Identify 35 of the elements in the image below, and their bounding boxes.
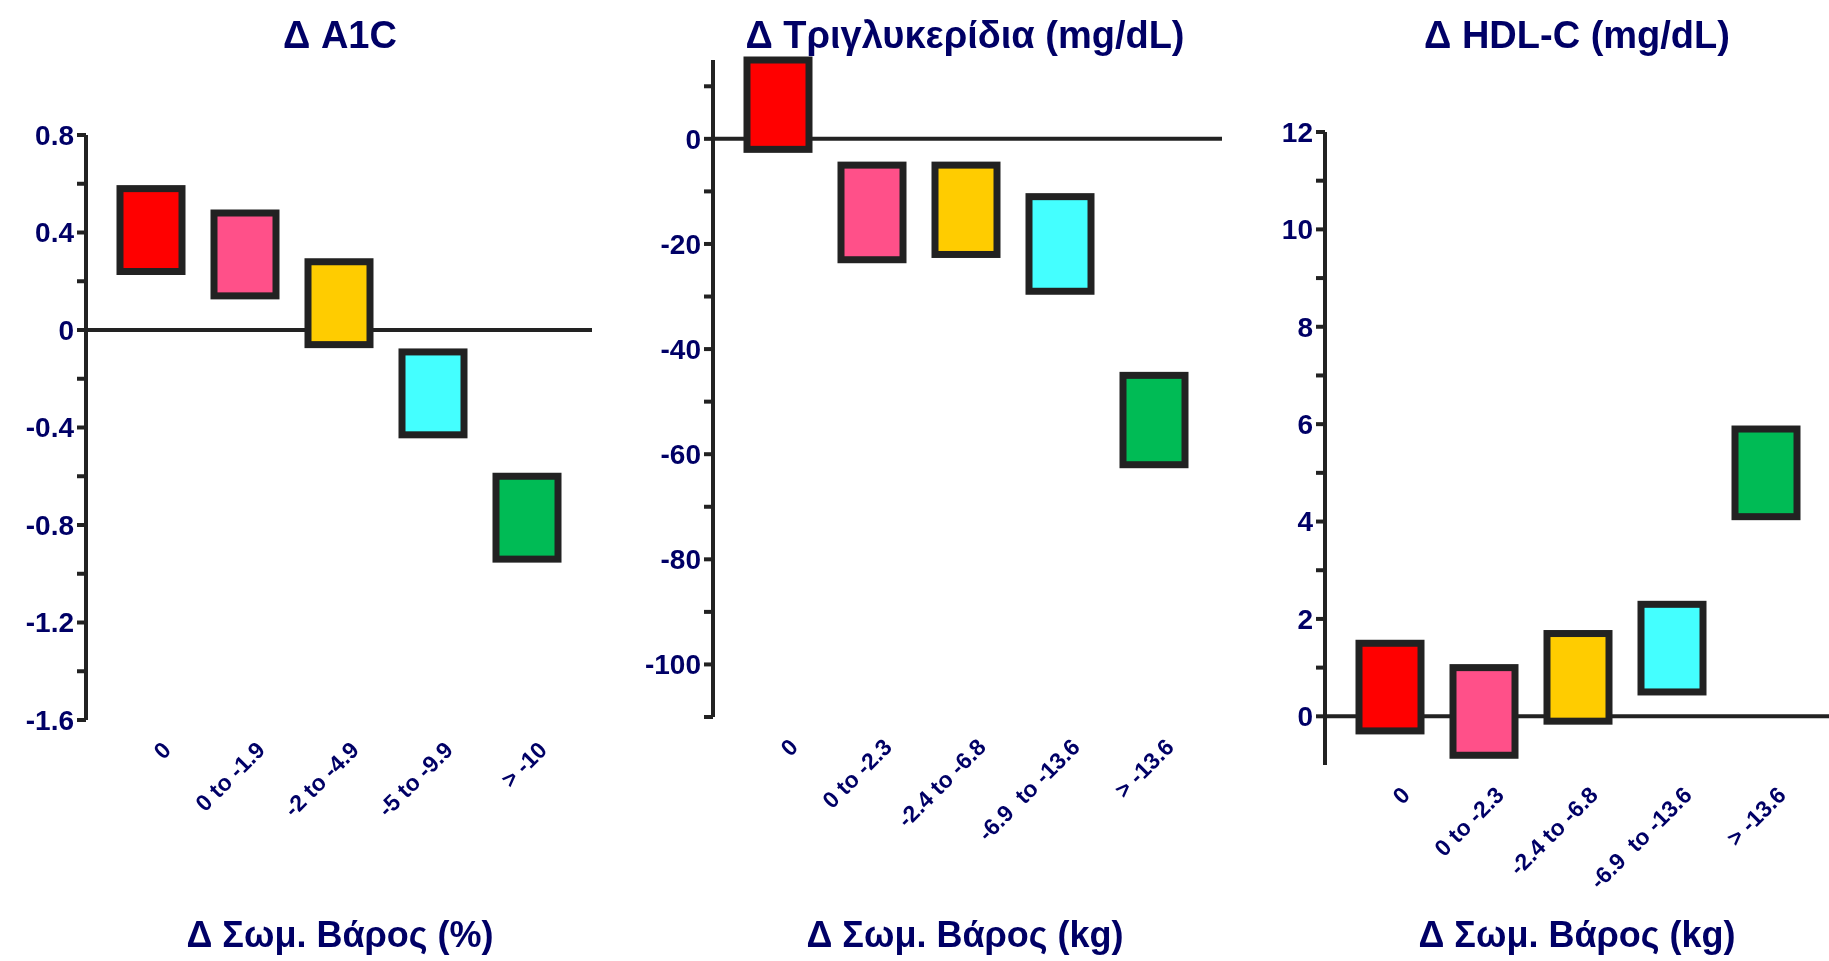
y-tick-label: 0 — [58, 314, 74, 346]
y-tick-label: 6 — [1297, 408, 1313, 440]
x-axis-title: Δ Σωμ. Βάρος (kg) — [1418, 914, 1736, 955]
x-tick-label: -5 to -9.9 — [372, 736, 458, 822]
x-axis-title: Δ Σωμ. Βάρος (kg) — [806, 914, 1124, 955]
x-axis-title: Δ Σωμ. Βάρος (%) — [186, 914, 494, 955]
chart-title: Δ A1C — [283, 14, 397, 56]
y-tick-label: -20 — [660, 228, 701, 260]
x-tick-label: 0 — [148, 736, 176, 764]
x-tick-label: 0 to -2.3 — [817, 733, 897, 814]
y-tick-label: -100 — [644, 649, 701, 681]
chart-title: Δ Τριγλυκερίδια (mg/dL) — [745, 14, 1185, 56]
y-tick-label: -1.2 — [25, 607, 74, 639]
y-tick-label: 0.4 — [35, 217, 75, 249]
x-tick-label: 0 — [775, 733, 803, 761]
x-tick-label: 0 to -1.9 — [190, 736, 270, 817]
y-tick-label: -40 — [660, 333, 701, 365]
y-tick-label: 0 — [1297, 701, 1313, 733]
y-tick-label: 4 — [1297, 506, 1314, 538]
x-tick-label: -2 to -4.9 — [278, 736, 364, 822]
y-tick-label: -0.4 — [25, 412, 75, 444]
y-tick-label: 0 — [685, 123, 701, 155]
y-tick-label: 10 — [1281, 214, 1313, 246]
y-tick-label: -80 — [660, 544, 701, 576]
y-tick-label: -0.8 — [25, 509, 74, 541]
y-tick-label: -60 — [660, 439, 701, 470]
chart-title: Δ HDL-C (mg/dL) — [1424, 14, 1730, 56]
y-tick-label: 12 — [1281, 116, 1313, 148]
x-tick-label: 0 to -2.3 — [1429, 781, 1509, 862]
y-tick-label: 8 — [1297, 311, 1313, 343]
x-tick-label: > -10 — [496, 736, 552, 793]
x-tick-label: 0 — [1387, 781, 1415, 809]
y-tick-label: 2 — [1297, 603, 1313, 635]
y-tick-label: 0.8 — [35, 119, 74, 151]
y-tick-label: -1.6 — [25, 704, 74, 736]
